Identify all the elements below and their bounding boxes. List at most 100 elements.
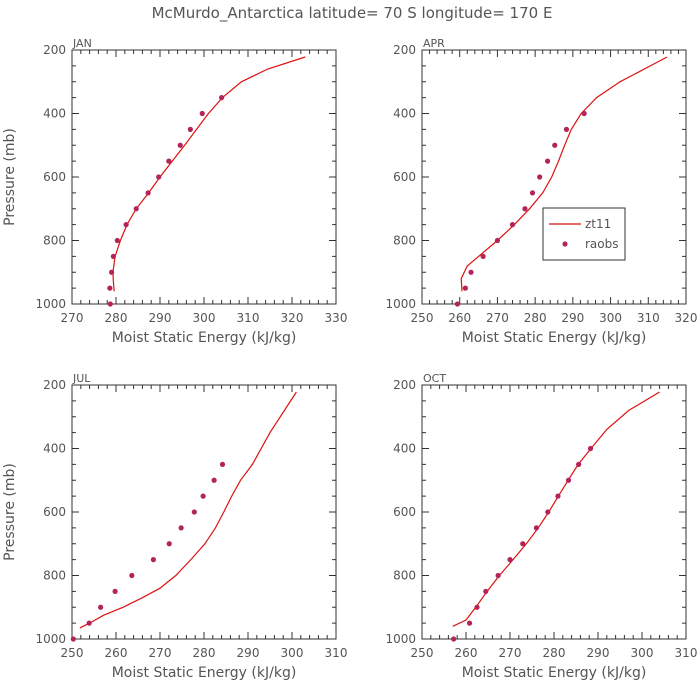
y-tick-label: 200 xyxy=(43,43,66,57)
raobs-point xyxy=(462,285,468,291)
raobs-point xyxy=(145,190,151,196)
y-axis-label: Pressure (mb) xyxy=(2,463,18,561)
plot-frame xyxy=(71,49,337,305)
raobs-point xyxy=(474,604,480,610)
raobs-point xyxy=(123,222,129,228)
x-tick-label: 310 xyxy=(325,646,348,660)
x-tick-label: 310 xyxy=(675,646,698,660)
raobs-point xyxy=(565,477,572,483)
y-tick-label: 600 xyxy=(43,505,66,519)
x-tick-label: 270 xyxy=(486,311,509,325)
x-tick-label: 260 xyxy=(448,311,471,325)
x-axis-label: Moist Static Energy (kJ/kg) xyxy=(462,330,647,346)
raobs-point xyxy=(544,158,551,164)
x-tick-label: 250 xyxy=(411,646,434,660)
y-tick-label: 800 xyxy=(43,234,66,248)
y-tick-label: 200 xyxy=(393,378,416,392)
raobs-point xyxy=(581,110,587,117)
raobs-point xyxy=(529,190,536,196)
y-tick-label: 800 xyxy=(43,569,66,583)
y-tick-label: 400 xyxy=(393,442,416,456)
raobs-point xyxy=(114,237,120,244)
raobs-point xyxy=(468,269,474,275)
raobs-point xyxy=(166,158,172,164)
raobs-point xyxy=(483,588,489,594)
raobs-point xyxy=(495,572,501,579)
series-line-zt11 xyxy=(112,56,306,292)
y-tick-label: 600 xyxy=(393,505,416,519)
series-line-zt11 xyxy=(79,391,297,629)
raobs-point xyxy=(191,509,197,515)
series-line-zt11 xyxy=(452,391,660,627)
raobs-point xyxy=(199,110,205,117)
raobs-point xyxy=(129,572,135,579)
x-tick-label: 270 xyxy=(149,646,172,660)
y-tick-label: 200 xyxy=(393,43,416,57)
legend: zt11 raobs xyxy=(542,207,626,261)
y-tick-label: 400 xyxy=(43,442,66,456)
raobs-point xyxy=(466,620,473,626)
y-tick-label: 600 xyxy=(43,170,66,184)
raobs-point xyxy=(98,604,104,610)
raobs-point xyxy=(200,493,206,499)
panel-label: OCT xyxy=(423,372,446,385)
x-axis-label: Moist Static Energy (kJ/kg) xyxy=(112,330,297,346)
raobs-point xyxy=(150,557,156,563)
y-axis-label: Pressure (mb) xyxy=(2,128,18,226)
raobs-point xyxy=(156,174,162,180)
y-tick-label: 400 xyxy=(43,107,66,121)
plot-frame xyxy=(421,384,687,640)
x-tick-label: 300 xyxy=(599,311,622,325)
raobs-point xyxy=(555,493,561,499)
raobs-point xyxy=(70,636,76,642)
y-tick-label: 800 xyxy=(393,569,416,583)
x-tick-label: 320 xyxy=(675,311,698,325)
chart-panels: 270 280 290 300 310 320 330 200 400 600 800 1000 JAN… xyxy=(2,37,697,681)
raobs-point xyxy=(537,174,543,180)
raobs-point xyxy=(107,301,113,307)
x-axis-label: Moist Static Energy (kJ/kg) xyxy=(112,665,297,681)
legend-dot-swatch xyxy=(562,241,568,247)
x-tick-label: 250 xyxy=(411,311,434,325)
y-tick-label: 200 xyxy=(43,378,66,392)
raobs-point xyxy=(520,541,526,547)
plot-frame xyxy=(71,384,337,640)
raobs-point xyxy=(587,445,594,452)
raobs-point xyxy=(219,461,226,467)
raobs-point xyxy=(112,588,118,594)
raobs-point xyxy=(133,206,139,212)
raobs-point xyxy=(533,525,540,531)
x-tick-label: 250 xyxy=(61,646,84,660)
x-tick-label: 320 xyxy=(281,311,304,325)
raobs-point xyxy=(178,525,184,531)
y-tick-label: 1000 xyxy=(385,632,416,646)
raobs-point xyxy=(177,142,183,148)
panel-apr: 250 260 270 280 290 300 310 320 200 400 600 800 1000… xyxy=(385,37,697,346)
x-tick-label: 290 xyxy=(561,311,584,325)
y-tick-label: 1000 xyxy=(35,297,66,311)
x-tick-label: 330 xyxy=(325,311,348,325)
panel-label: APR xyxy=(423,37,445,50)
raobs-point xyxy=(507,557,513,563)
legend-box xyxy=(542,207,626,261)
raobs-point xyxy=(552,142,558,148)
x-tick-label: 270 xyxy=(61,311,84,325)
plot-frame xyxy=(421,49,687,305)
x-tick-label: 300 xyxy=(281,646,304,660)
panel-label: JAN xyxy=(72,37,92,50)
x-tick-label: 300 xyxy=(193,311,216,325)
x-tick-label: 300 xyxy=(631,646,654,660)
panel-jan: 270 280 290 300 310 320 330 200 400 600 800 1000 JAN… xyxy=(2,37,347,346)
x-tick-label: 310 xyxy=(237,311,260,325)
panel-jul: 250 260 270 280 290 300 310 200 400 600 800 1000 JUL… xyxy=(2,372,347,681)
raobs-point xyxy=(522,206,528,212)
raobs-point xyxy=(211,477,217,483)
raobs-point xyxy=(86,620,92,626)
x-tick-label: 270 xyxy=(499,646,522,660)
raobs-point xyxy=(451,636,457,642)
raobs-point xyxy=(107,285,113,291)
raobs-point xyxy=(166,541,172,547)
y-tick-label: 600 xyxy=(393,170,416,184)
x-tick-label: 280 xyxy=(543,646,566,660)
